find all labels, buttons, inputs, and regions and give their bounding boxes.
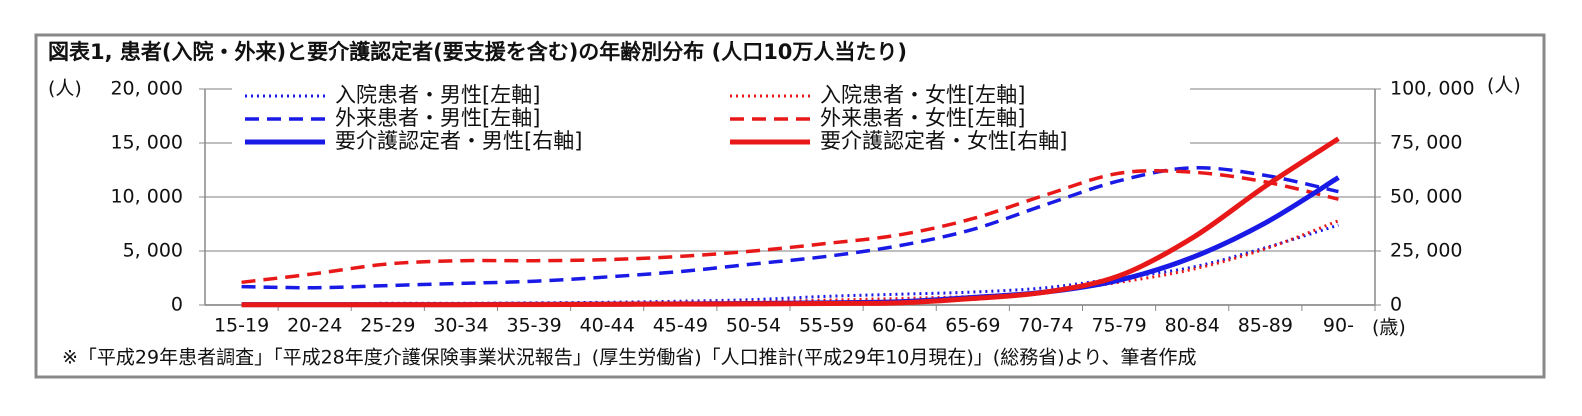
y2-axis-unit: (人) bbox=[1487, 75, 1521, 97]
x-tick-label: 35-39 bbox=[506, 315, 561, 337]
series-line bbox=[241, 169, 1339, 285]
y2-tick-label: 25, 000 bbox=[1390, 240, 1463, 262]
x-tick-label: 15-19 bbox=[214, 315, 269, 337]
y2-tick-label: 75, 000 bbox=[1390, 132, 1463, 154]
footnote: ※「平成29年患者調査」「平成28年度介護保険事業状況報告」(厚生労働省)「人口… bbox=[62, 347, 1196, 369]
x-tick-label: 25-29 bbox=[360, 315, 415, 337]
legend-label: 入院患者・男性[左軸] bbox=[335, 83, 540, 107]
x-tick-label: 30-34 bbox=[433, 315, 488, 337]
x-tick-label: 80-84 bbox=[1165, 315, 1220, 337]
legend-label: 外来患者・男性[左軸] bbox=[335, 106, 540, 130]
chart-title: 図表1, 患者(入院・外来)と要介護認定者(要支援を含む)の年齢別分布 (人口1… bbox=[48, 40, 907, 64]
x-tick-label: 90- bbox=[1323, 315, 1354, 337]
y2-tick-label: 50, 000 bbox=[1390, 186, 1463, 208]
y2-tick-label: 100, 000 bbox=[1390, 78, 1475, 100]
y-tick-label: 0 bbox=[171, 294, 183, 316]
x-tick-label: 65-69 bbox=[945, 315, 1000, 337]
legend-label: 入院患者・女性[左軸] bbox=[820, 83, 1025, 107]
x-tick-label: 60-64 bbox=[872, 315, 927, 337]
y2-tick-label: 0 bbox=[1390, 294, 1402, 316]
x-tick-label: 70-74 bbox=[1018, 315, 1073, 337]
y-axis-unit: (人) bbox=[48, 78, 82, 100]
legend-label: 要介護認定者・女性[右軸] bbox=[820, 129, 1067, 153]
x-tick-label: 55-59 bbox=[799, 315, 854, 337]
y-tick-label: 5, 000 bbox=[123, 240, 183, 262]
x-tick-label: 20-24 bbox=[287, 315, 342, 337]
x-tick-label: 40-44 bbox=[580, 315, 635, 337]
y-tick-label: 15, 000 bbox=[110, 132, 183, 154]
x-tick-label: 75-79 bbox=[1091, 315, 1146, 337]
series-line bbox=[241, 136, 1340, 308]
y-tick-label: 20, 000 bbox=[110, 78, 183, 100]
legend-label: 要介護認定者・男性[右軸] bbox=[335, 129, 582, 153]
x-axis-unit: (歳) bbox=[1372, 317, 1406, 339]
x-tick-label: 50-54 bbox=[726, 315, 781, 337]
x-tick-label: 45-49 bbox=[653, 315, 708, 337]
legend-label: 外来患者・女性[左軸] bbox=[820, 106, 1025, 130]
legend-bg bbox=[232, 76, 1190, 158]
x-tick-label: 85-89 bbox=[1238, 315, 1293, 337]
y-tick-label: 10, 000 bbox=[110, 186, 183, 208]
